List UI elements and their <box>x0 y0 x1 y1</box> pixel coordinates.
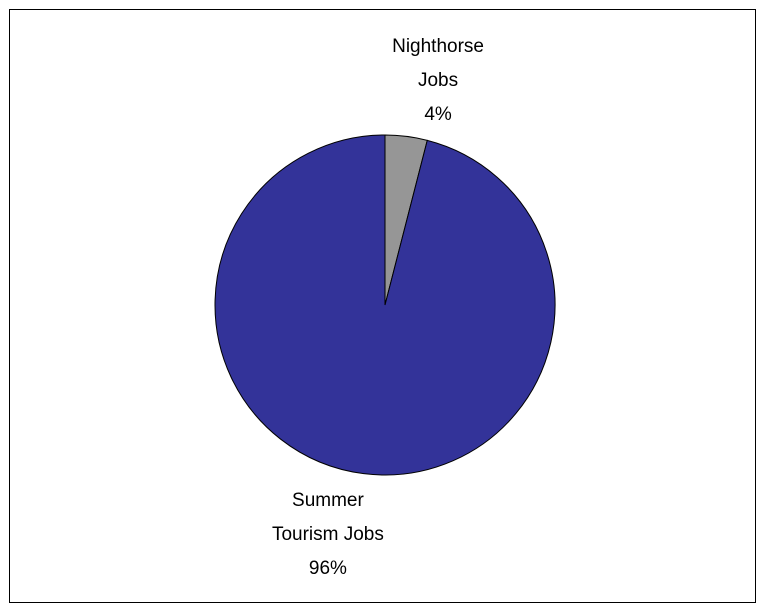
value-label: 4% <box>424 103 452 125</box>
pie-slice <box>214 134 556 476</box>
data-label: Summer Tourism Jobs 96% <box>263 484 393 586</box>
category-label: Nighthorse Jobs <box>392 35 484 91</box>
category-label: Summer Tourism Jobs <box>271 490 384 546</box>
value-label: 96% <box>308 558 347 580</box>
data-label: Nighthorse Jobs 4% <box>378 30 498 132</box>
